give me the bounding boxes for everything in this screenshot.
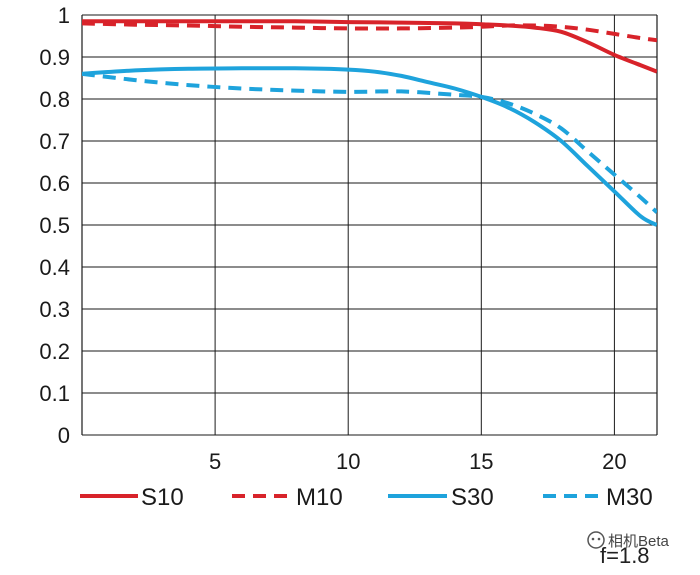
x-tick-label: 10	[336, 449, 360, 474]
y-tick-label: 0.5	[39, 213, 70, 238]
watermark-text: 相机Beta	[608, 533, 670, 550]
series-line-m30	[82, 71, 657, 214]
legend-label: S10	[141, 484, 184, 511]
x-tick-label: 5	[209, 449, 221, 474]
aperture-label: f=1.8	[600, 543, 650, 568]
wechat-badge-icon	[587, 531, 605, 549]
x-tick-label: 20	[602, 449, 626, 474]
y-tick-label: 0.4	[39, 255, 70, 280]
y-tick-label: 0.7	[39, 129, 70, 154]
legend-item-m30: M30	[543, 484, 653, 511]
y-tick-label: 0.3	[39, 297, 70, 322]
legend-item-m10: M10	[232, 484, 343, 511]
series-line-s10	[82, 19, 657, 74]
x-tick-label: 15	[469, 449, 493, 474]
footer: 相机Beta f=1.8	[587, 531, 670, 568]
y-tick-label: 0.9	[39, 45, 70, 70]
legend-label: M30	[606, 484, 653, 511]
series-line-s30	[82, 66, 657, 227]
series-line-m10	[82, 21, 657, 43]
y-tick-label: 0.1	[39, 381, 70, 406]
legend-item-s10: S10	[80, 484, 184, 511]
legend: S10 M10 S30 M30	[80, 484, 653, 511]
y-tick-label: 1	[58, 3, 70, 28]
axis-layer: 00.10.20.30.40.50.60.70.80.915 10 15 20	[39, 3, 658, 474]
y-tick-label: 0.2	[39, 339, 70, 364]
y-tick-label: 0.6	[39, 171, 70, 196]
legend-label: S30	[451, 484, 494, 511]
y-tick-label: 0.8	[39, 87, 70, 112]
y-tick-label: 0	[58, 423, 70, 448]
legend-item-s30: S30	[388, 484, 494, 511]
legend-label: M10	[296, 484, 343, 511]
series-layer	[82, 19, 657, 227]
